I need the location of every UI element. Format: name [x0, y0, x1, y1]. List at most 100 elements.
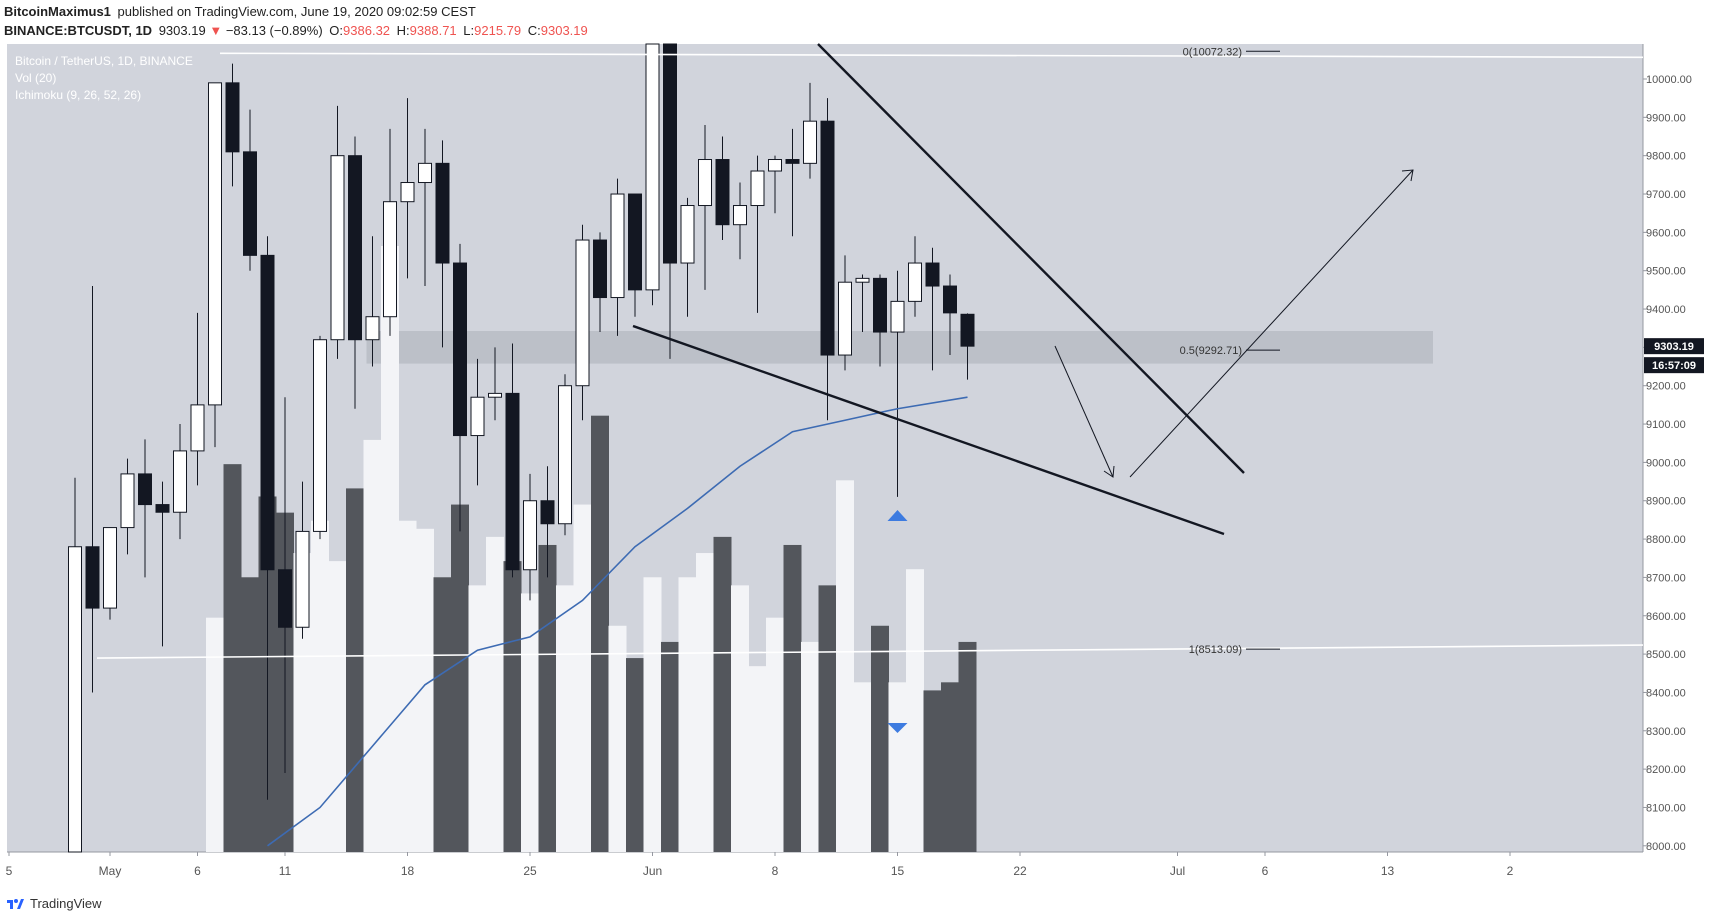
volume-bar	[678, 577, 697, 852]
support-zone	[366, 331, 1433, 364]
open-value: 9386.32	[343, 23, 391, 38]
current-price-badge	[1644, 338, 1704, 355]
candle-body	[523, 500, 537, 571]
x-tick-label: 15	[891, 864, 905, 878]
publish-info: published on TradingView.com, June 19, 2…	[117, 4, 476, 19]
y-tick-label: 8300.00	[1646, 726, 1686, 738]
candle-body	[295, 530, 310, 628]
volume-bar	[871, 625, 889, 852]
volume-bar	[416, 528, 434, 852]
volume-bar	[626, 658, 644, 852]
volume-bar	[573, 504, 592, 852]
candle-body	[348, 155, 362, 341]
candle-body	[488, 392, 502, 398]
candle-body	[803, 120, 817, 164]
author-name[interactable]: BitcoinMaximus1	[4, 4, 111, 19]
candle-body	[768, 159, 782, 172]
candle-body	[470, 396, 485, 437]
y-tick-label: 8400.00	[1646, 687, 1686, 699]
down-triangle-icon	[887, 723, 908, 733]
y-tick-label: 9100.00	[1646, 419, 1686, 431]
candle-body	[628, 193, 642, 291]
y-tick-label: 9000.00	[1646, 457, 1686, 469]
candle-body	[383, 201, 397, 318]
candle-body	[715, 159, 730, 226]
volume-bar	[608, 625, 627, 852]
ichimoku-line	[267, 396, 968, 847]
volume-bar	[486, 536, 504, 852]
volume-bar	[398, 520, 417, 852]
candle-body	[330, 155, 345, 341]
candle-body	[785, 159, 800, 164]
volume-bar	[853, 682, 872, 852]
fib-level-label-1: 0.5(9292.71)	[1180, 345, 1242, 357]
projection-up-path	[1129, 169, 1414, 478]
candle-body	[610, 193, 625, 299]
brand-name[interactable]: TradingView	[30, 895, 102, 911]
volume-bar	[468, 585, 487, 852]
candle-body	[260, 254, 275, 571]
candle-body	[278, 569, 292, 628]
candle-body	[593, 239, 607, 299]
y-tick-label: 8800.00	[1646, 534, 1686, 546]
candle-body	[225, 82, 240, 153]
fib-level-label-2: 1(8513.09)	[1189, 644, 1242, 656]
candle-body	[890, 300, 905, 333]
volume-bar	[223, 464, 242, 852]
close-label: C:	[527, 23, 541, 38]
volume-bar	[836, 480, 854, 852]
candle-body	[838, 281, 852, 356]
candle-body	[190, 404, 205, 452]
candle-body	[313, 339, 327, 532]
candle-body	[575, 239, 590, 387]
volume-bar	[731, 585, 749, 852]
volume-bar	[643, 577, 662, 852]
volume-bar	[311, 520, 329, 852]
volume-bar	[713, 536, 732, 852]
y-tick-label: 8200.00	[1646, 764, 1686, 776]
support-trendline	[632, 324, 1225, 536]
x-tick-label: 8	[772, 864, 779, 878]
volume-bar	[293, 553, 312, 852]
candle-body	[680, 205, 695, 264]
y-tick-label: 8500.00	[1646, 649, 1686, 661]
current-price-label: 9303.19	[1654, 341, 1694, 353]
low-label: L:	[463, 23, 475, 38]
y-tick-label: 8700.00	[1646, 572, 1686, 584]
candle-body	[68, 546, 82, 853]
projection-down-path	[1054, 345, 1114, 478]
countdown-label: 16:57:09	[1652, 360, 1696, 372]
volume-bar	[381, 246, 399, 852]
volume-bar	[748, 666, 767, 852]
candle-body	[173, 450, 187, 513]
volume-bar	[346, 488, 364, 852]
publish-line: BitcoinMaximus1 published on TradingView…	[4, 2, 1704, 21]
volume-bar	[521, 593, 539, 852]
volume-bar	[503, 561, 522, 852]
x-tick-label: 5	[6, 864, 13, 878]
y-tick-label: 9600.00	[1646, 227, 1686, 239]
candle-body	[733, 205, 747, 226]
high-value: 9388.71	[409, 23, 457, 38]
y-tick-label: 8100.00	[1646, 802, 1686, 814]
low-value: 9215.79	[474, 23, 522, 38]
chart-header: BitcoinMaximus1 published on TradingView…	[4, 2, 1704, 42]
x-tick-label: 2	[1507, 864, 1514, 878]
candle-body	[208, 82, 222, 406]
candle-body	[698, 159, 712, 207]
volume-bar	[818, 585, 837, 852]
legend-volume: Vol (20)	[15, 71, 56, 85]
candle-body	[645, 43, 660, 291]
volume-bar	[661, 641, 679, 852]
y-tick-label: 8600.00	[1646, 611, 1686, 623]
candle-body	[120, 473, 135, 529]
candle-body	[453, 262, 467, 437]
x-tick-label: 22	[1013, 864, 1027, 878]
candle-body	[85, 546, 100, 609]
candle-body	[925, 262, 940, 287]
candle-body	[435, 162, 450, 264]
fib-1-line	[96, 644, 1644, 659]
y-tick-label: 9200.00	[1646, 381, 1686, 393]
countdown-badge	[1644, 357, 1704, 374]
